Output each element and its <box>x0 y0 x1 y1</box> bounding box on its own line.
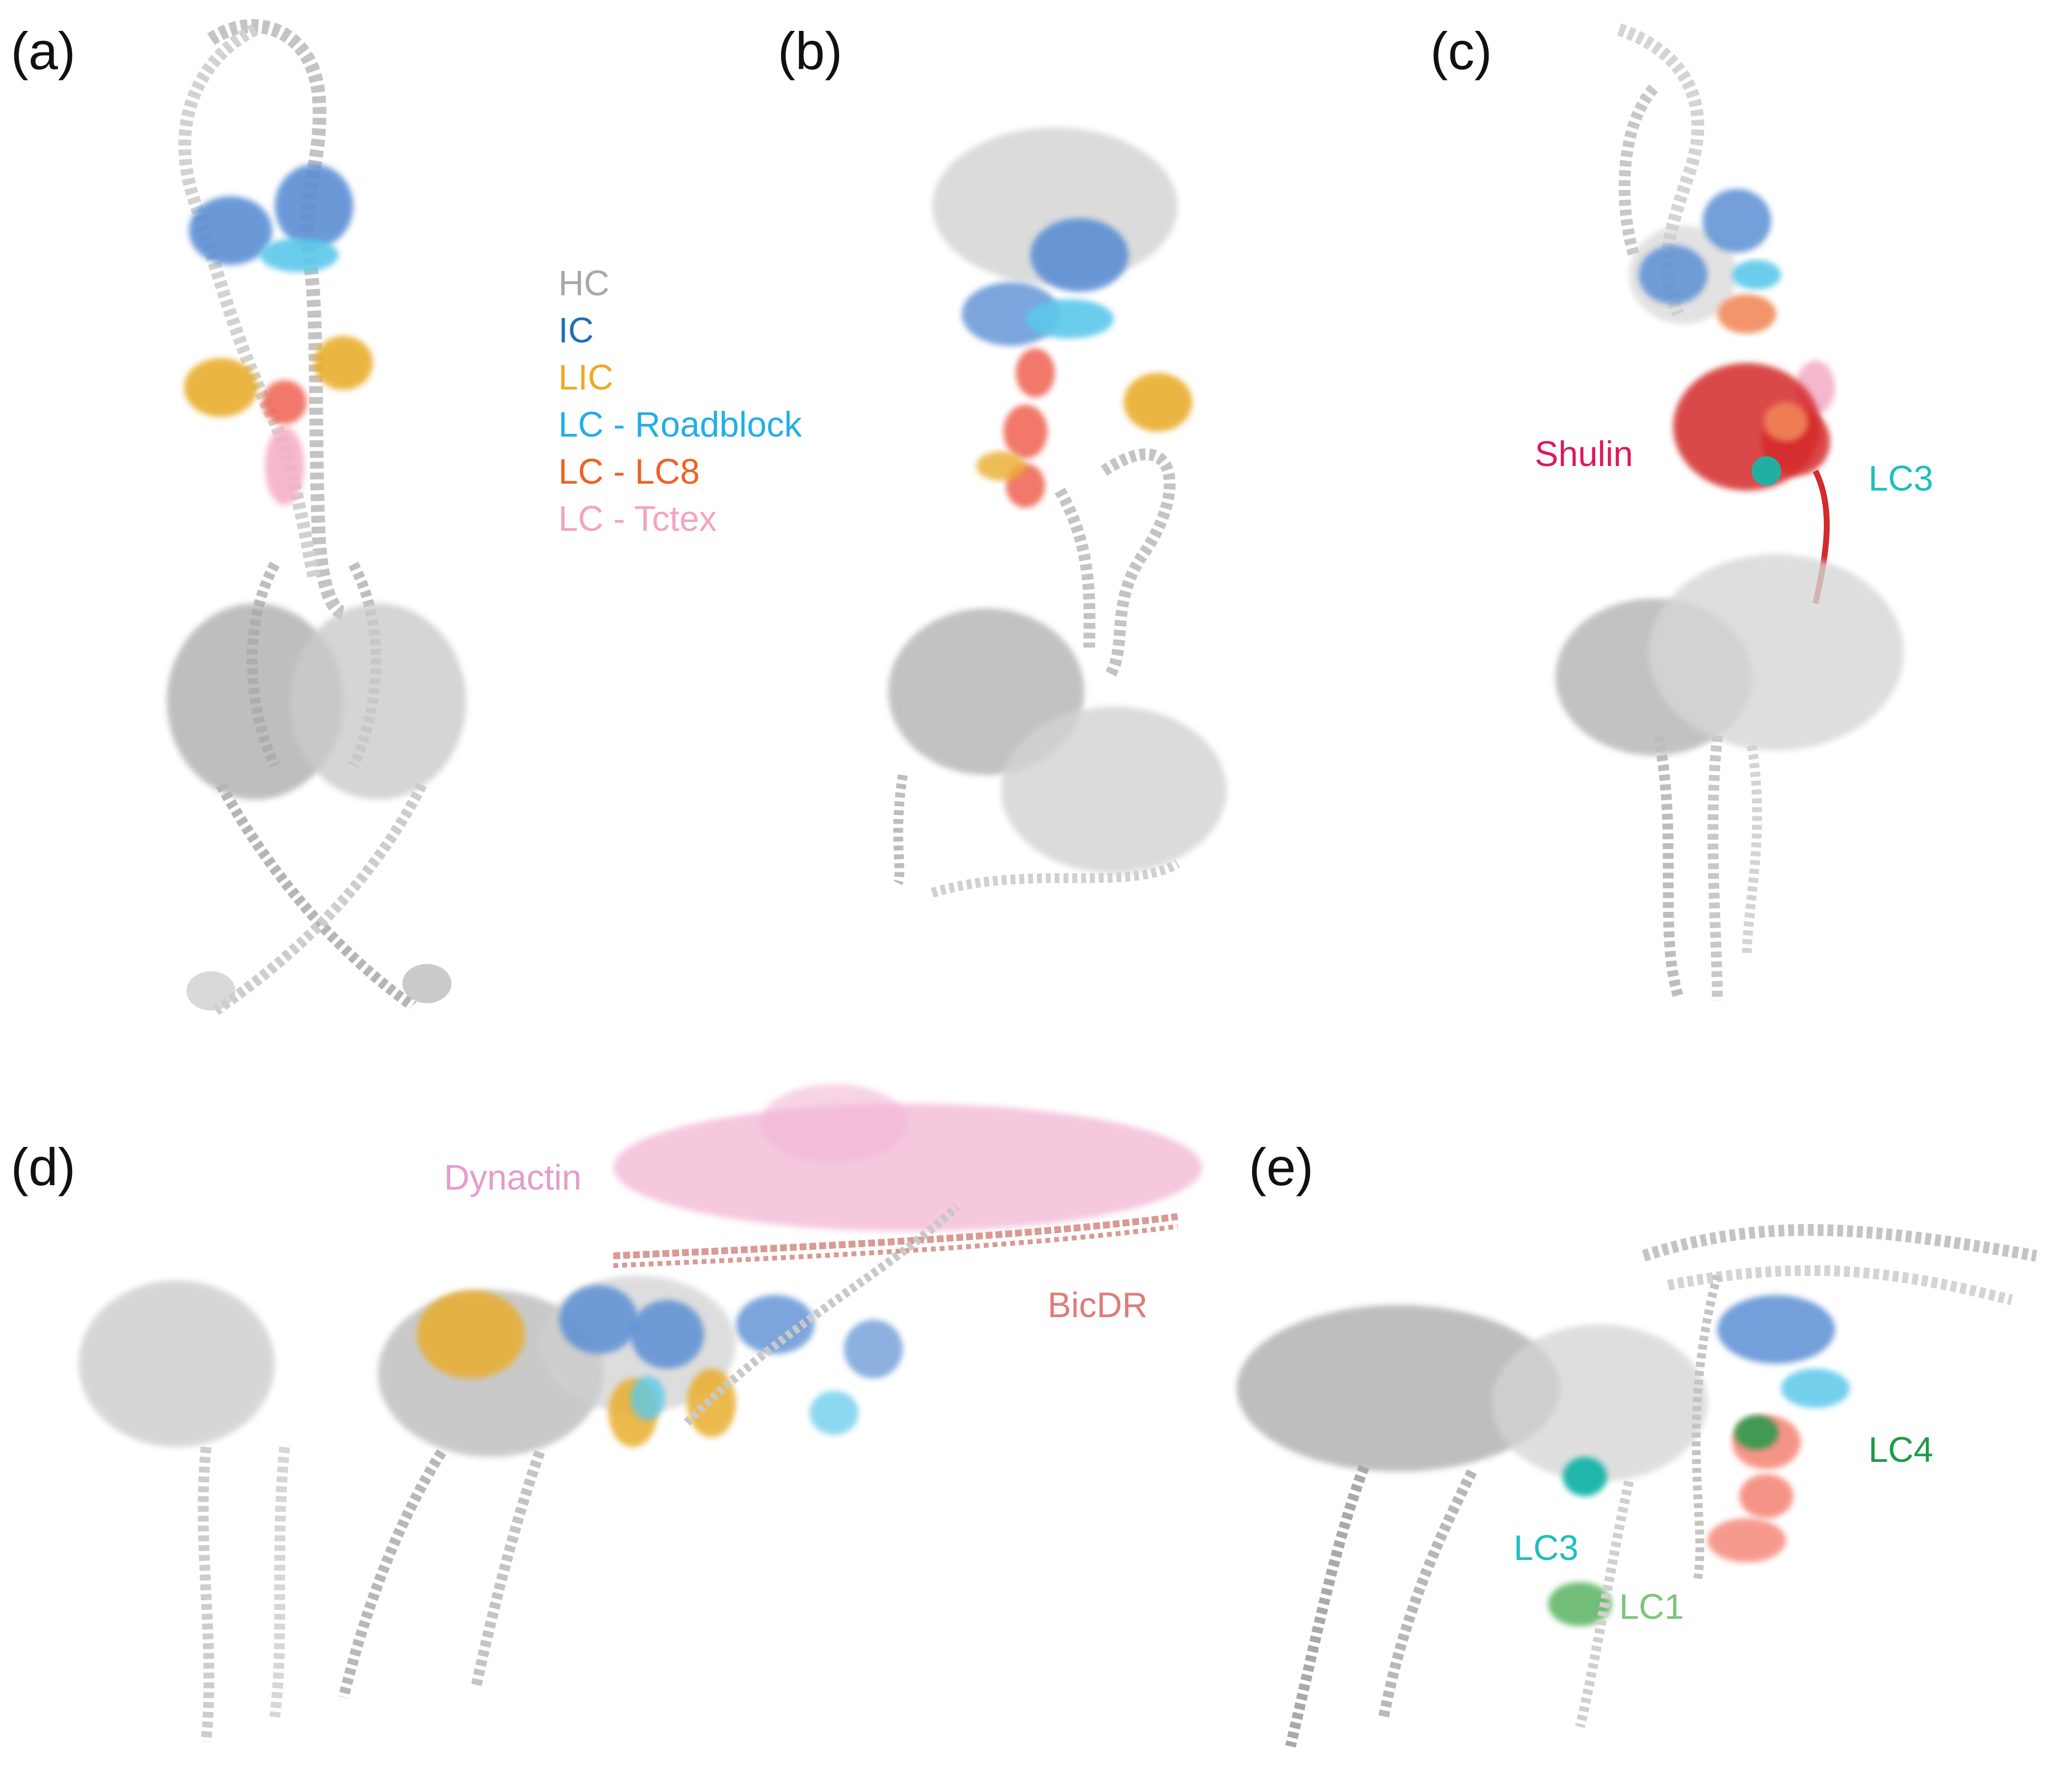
legend-roadblock: LC - Roadblock <box>558 405 802 444</box>
structure-panel-c <box>1555 23 1904 1001</box>
structure-panel-d <box>79 1084 1202 1742</box>
legend-lic: LIC <box>558 358 614 397</box>
panel-label-b: (b) <box>778 21 842 80</box>
panel-label-e: (e) <box>1249 1137 1313 1196</box>
panel-label-d: (d) <box>11 1137 76 1196</box>
legend-tctex: LC - Tctex <box>558 499 717 539</box>
label-lc3-panel-c: LC3 <box>1868 459 1934 498</box>
label-dynactin: Dynactin <box>444 1158 582 1197</box>
label-lc3-panel-e: LC3 <box>1514 1529 1579 1568</box>
label-bicdr: BicDR <box>1048 1286 1148 1325</box>
label-shulin: Shulin <box>1535 435 1633 474</box>
legend-lc8: LC - LC8 <box>558 452 700 492</box>
label-lc1: LC1 <box>1619 1587 1684 1627</box>
structure-panel-e <box>1236 1224 2038 1748</box>
panel-label-c: (c) <box>1430 21 1492 80</box>
legend-ic: IC <box>558 311 594 350</box>
structure-panel-b <box>888 128 1227 898</box>
panel-label-a: (a) <box>11 21 76 80</box>
legend-hc: HC <box>558 264 609 303</box>
label-lc4: LC4 <box>1868 1430 1934 1470</box>
structure-panel-a <box>167 19 466 1015</box>
legend: HC IC LIC LC - Roadblock LC - LC8 LC - T… <box>558 260 802 543</box>
